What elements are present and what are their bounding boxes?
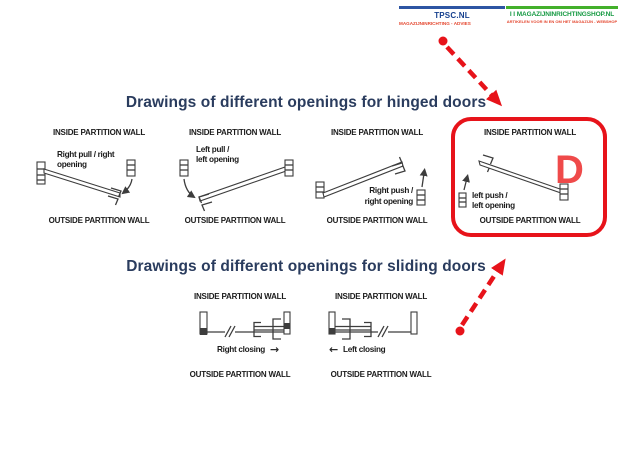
roller-block <box>284 323 290 329</box>
hinge-block-icon <box>284 159 294 177</box>
door-handle <box>391 156 403 167</box>
opening-direction-arrow <box>419 168 428 188</box>
sliding-diagram-right-closing: INSIDE PARTITION WALL Right closing → OU… <box>184 292 296 380</box>
break-marks <box>377 325 389 338</box>
shop-logo-bar <box>506 6 618 9</box>
door-panel <box>335 325 371 331</box>
shop-logo-tagline: ARTIKELEN VOOR IN EN OM HET MAGAZIJN - W… <box>506 19 618 24</box>
tpsc-logo[interactable]: TPSC.NL MAGAZIJNINRICHTING - ADVIES <box>399 6 505 26</box>
door-handle <box>107 195 119 206</box>
door-slab <box>43 168 121 198</box>
hinged-door-drawing-left-push: D left push / left opening <box>458 148 584 210</box>
hinged-doors-title: Drawings of different openings for hinge… <box>125 94 487 111</box>
caption-line2: left opening <box>472 201 515 210</box>
caption: Left closing <box>343 345 386 354</box>
strike-block-icon <box>126 159 136 177</box>
guide-bracket <box>272 318 281 340</box>
caption-line2: opening <box>57 160 87 169</box>
hinge-block-icon <box>559 183 569 201</box>
hinged-diagram-left-pull: INSIDE PARTITION WALL Left pull / left o… <box>174 128 296 226</box>
magazijninrichtingshop-logo[interactable]: I I MAGAZIJNINRICHTINGSHOP.NL ARTIKELEN … <box>506 6 618 24</box>
outside-wall-label: OUTSIDE PARTITION WALL <box>326 216 428 225</box>
opening-direction-arrow <box>462 174 470 191</box>
opening-direction-arrow <box>183 178 196 199</box>
sliding-door-drawing-right-closing: Right closing → <box>199 311 291 356</box>
roller-block <box>329 328 335 334</box>
hinged-door-drawing-right-push: Right push / right opening <box>315 156 428 206</box>
caption: Right closing <box>217 345 265 354</box>
highlight-box <box>451 117 607 237</box>
inside-wall-label: INSIDE PARTITION WALL <box>193 292 287 301</box>
hinged-door-drawing-right-pull: Right pull / right opening <box>36 150 136 206</box>
sliding-door-drawing-left-closing: ← Left closing <box>328 311 418 356</box>
guide-bracket <box>342 318 351 340</box>
hinged-door-drawing-left-pull: Left pull / left opening <box>179 145 294 212</box>
tpsc-logo-name: TPSC.NL <box>434 11 470 20</box>
hinge-block-icon <box>315 181 325 199</box>
outside-wall-label: OUTSIDE PARTITION WALL <box>189 370 291 379</box>
inside-wall-label: INSIDE PARTITION WALL <box>52 128 146 137</box>
outside-wall-label: OUTSIDE PARTITION WALL <box>479 216 581 225</box>
door-panel <box>254 325 287 331</box>
caption-line2: right opening <box>365 197 414 206</box>
inside-wall-label: INSIDE PARTITION WALL <box>334 292 428 301</box>
guide-bracket <box>253 321 261 338</box>
inside-wall-label: INSIDE PARTITION WALL <box>188 128 282 137</box>
inside-wall-label: INSIDE PARTITION WALL <box>330 128 424 137</box>
inside-wall-label: INSIDE PARTITION WALL <box>483 128 577 137</box>
sliding-diagram-left-closing: INSIDE PARTITION WALL ← Left closing OUT… <box>325 292 437 380</box>
strike-block-icon <box>416 189 426 206</box>
break-marks <box>224 325 236 338</box>
door-handle <box>394 164 406 175</box>
strike-block-icon <box>458 192 467 208</box>
arrow-start-dot <box>438 36 448 46</box>
hinged-diagram-right-push: INSIDE PARTITION WALL Right push / right… <box>312 128 442 226</box>
strike-block-icon <box>179 159 189 177</box>
right-arrow-icon: → <box>270 343 279 356</box>
arrow-start-dot <box>455 326 465 336</box>
door-handle <box>201 201 213 212</box>
door-slab <box>478 160 562 194</box>
roller-block <box>200 328 207 335</box>
sliding-doors-title: Drawings of different openings for slidi… <box>126 258 486 275</box>
shop-logo-name: I I MAGAZIJNINRICHTINGSHOP.NL <box>509 11 615 18</box>
hinged-diagram-right-pull: INSIDE PARTITION WALL Right pull / right… <box>34 128 164 226</box>
tpsc-logo-bar <box>399 6 505 9</box>
option-letter-d: D <box>555 148 584 192</box>
door-handle <box>198 193 210 204</box>
outside-wall-label: OUTSIDE PARTITION WALL <box>184 216 286 225</box>
door-handle <box>482 154 494 165</box>
opening-direction-arrow <box>121 178 133 195</box>
outside-wall-label: OUTSIDE PARTITION WALL <box>48 216 150 225</box>
tpsc-logo-tagline: MAGAZIJNINRICHTING - ADVIES <box>399 21 471 26</box>
caption-line1: Left pull / <box>196 145 230 154</box>
guide-bracket <box>364 321 372 338</box>
door-handle <box>110 187 122 198</box>
track-post <box>410 311 418 335</box>
caption-line1: Right pull / right <box>57 150 115 159</box>
hinged-diagram-left-push-highlighted: INSIDE PARTITION WALL D left push / left… <box>457 128 603 226</box>
caption-line2: left opening <box>196 155 239 164</box>
caption-line1: Right push / <box>369 186 414 195</box>
caption-line1: left push / <box>472 191 508 200</box>
left-arrow-icon: ← <box>329 343 338 356</box>
outside-wall-label: OUTSIDE PARTITION WALL <box>330 370 432 379</box>
door-slab <box>198 165 290 202</box>
